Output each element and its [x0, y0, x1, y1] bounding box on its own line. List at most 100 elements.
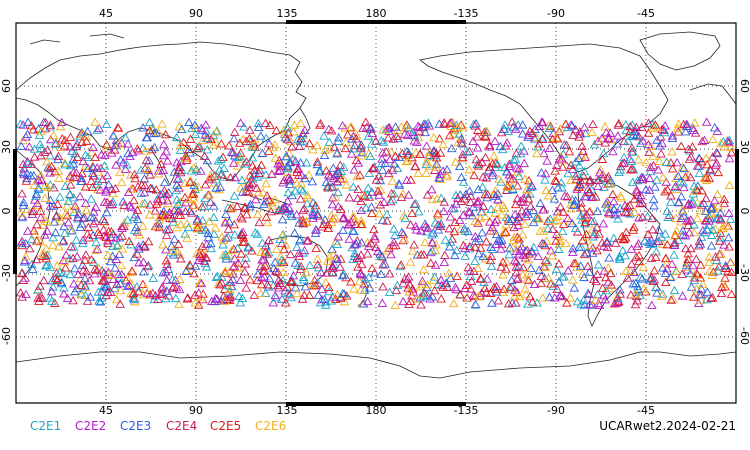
observation-marker — [330, 213, 341, 222]
observation-marker — [438, 139, 448, 149]
observation-marker — [355, 269, 366, 278]
observation-marker — [233, 161, 243, 170]
observation-marker — [173, 210, 184, 220]
observation-marker — [694, 168, 705, 177]
observation-marker — [375, 200, 386, 209]
observation-marker — [266, 206, 276, 216]
observation-marker — [706, 204, 717, 213]
observation-marker — [161, 146, 171, 156]
observation-marker — [297, 294, 308, 303]
observation-marker — [199, 151, 210, 160]
right-lat-label: 0 — [738, 208, 750, 215]
observation-marker — [500, 120, 510, 129]
observation-marker — [223, 224, 234, 233]
observation-marker — [204, 174, 214, 184]
observation-marker — [514, 261, 524, 270]
observation-marker — [523, 194, 534, 203]
observation-marker — [357, 147, 367, 157]
observation-marker — [158, 165, 169, 174]
observation-marker — [712, 189, 723, 199]
observation-marker — [389, 159, 399, 168]
observation-marker — [699, 227, 710, 237]
observation-marker — [622, 273, 633, 282]
observation-marker — [369, 268, 380, 277]
observation-marker — [413, 168, 423, 177]
observation-marker — [534, 214, 544, 223]
observation-marker — [561, 238, 571, 248]
observation-marker — [551, 160, 562, 169]
observation-marker — [402, 156, 413, 165]
observation-marker — [462, 147, 473, 156]
observation-marker — [507, 117, 517, 126]
observation-marker — [180, 153, 191, 162]
observation-marker — [171, 293, 181, 303]
observation-marker — [72, 152, 83, 161]
observation-marker — [552, 284, 562, 293]
observation-marker — [187, 189, 197, 198]
observation-marker — [467, 210, 478, 220]
observation-marker — [660, 187, 670, 196]
observation-marker — [660, 268, 671, 277]
observation-marker — [273, 280, 283, 290]
observation-marker — [142, 261, 153, 271]
observation-marker — [224, 250, 234, 259]
observation-marker — [678, 207, 688, 216]
observation-marker — [606, 268, 616, 277]
observation-marker — [319, 131, 329, 140]
observation-marker — [285, 174, 296, 184]
observation-marker — [631, 122, 642, 132]
observation-marker — [631, 185, 642, 194]
observation-marker — [261, 212, 272, 221]
observation-marker — [695, 205, 706, 215]
observation-marker — [330, 192, 341, 201]
observation-marker — [588, 119, 598, 128]
observation-marker — [206, 243, 216, 253]
observation-marker — [382, 216, 392, 225]
observation-marker — [594, 229, 604, 238]
observation-marker — [492, 159, 503, 169]
observation-marker — [373, 186, 383, 195]
observation-marker — [56, 117, 67, 127]
observation-marker — [496, 244, 506, 253]
observation-marker — [383, 123, 394, 132]
observation-marker — [268, 298, 279, 307]
observation-marker — [353, 184, 363, 193]
observation-marker — [58, 268, 68, 278]
observation-marker — [715, 213, 726, 223]
observation-marker — [474, 233, 484, 243]
observation-marker — [378, 137, 389, 146]
observation-marker — [228, 147, 239, 157]
observation-marker — [391, 131, 402, 140]
observation-marker — [18, 120, 28, 129]
observation-marker — [550, 166, 560, 175]
observation-marker — [502, 182, 513, 191]
observation-marker — [50, 298, 60, 307]
observation-marker — [433, 279, 443, 289]
observation-marker — [188, 189, 199, 198]
observation-marker — [610, 238, 621, 247]
observation-marker — [499, 284, 509, 293]
observation-marker — [671, 226, 682, 235]
observation-marker — [282, 288, 293, 297]
observation-marker — [710, 224, 721, 233]
observation-marker — [54, 173, 64, 183]
observation-marker — [185, 260, 195, 269]
observation-marker — [218, 240, 228, 249]
observation-marker — [321, 177, 332, 187]
observation-marker — [652, 135, 662, 144]
observation-marker — [645, 273, 656, 283]
observation-marker — [464, 241, 475, 251]
observation-marker — [713, 167, 724, 177]
observation-marker — [575, 261, 586, 270]
observation-marker — [356, 237, 367, 247]
observation-marker — [439, 257, 450, 267]
observation-marker — [720, 260, 731, 270]
observation-marker — [309, 280, 319, 290]
observation-marker — [419, 288, 429, 297]
observation-marker — [708, 202, 718, 211]
observation-marker — [276, 160, 286, 170]
observation-marker — [28, 206, 38, 216]
observation-marker — [186, 208, 197, 217]
observation-marker — [31, 189, 42, 198]
observation-marker — [515, 245, 525, 254]
